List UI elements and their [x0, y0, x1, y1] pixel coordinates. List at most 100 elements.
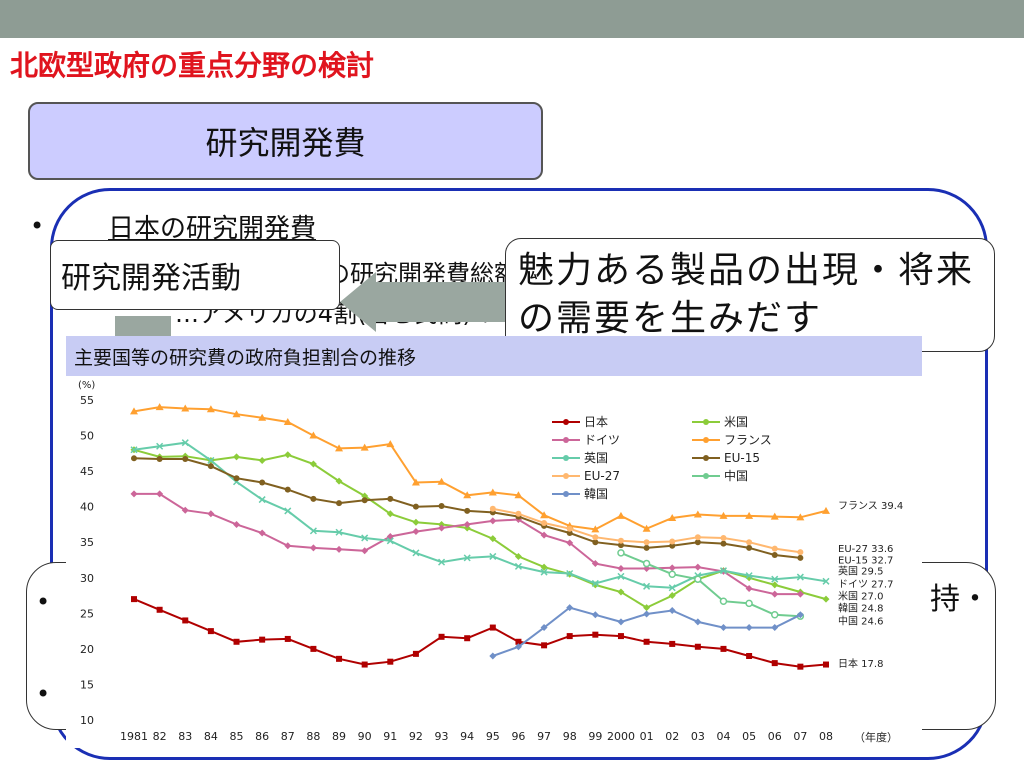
- data-point: [488, 488, 497, 496]
- x-tick-label: 08: [819, 730, 833, 743]
- data-point: [823, 661, 829, 668]
- data-point: [566, 539, 574, 547]
- bullet-heading: 日本の研究開発費: [108, 214, 317, 244]
- y-tick-label: 50: [80, 430, 94, 443]
- x-tick-label: 98: [563, 730, 577, 743]
- data-point: [412, 549, 420, 557]
- data-point: [720, 534, 727, 541]
- data-point: [796, 611, 804, 619]
- data-point: [284, 635, 291, 642]
- data-point: [207, 510, 215, 518]
- data-point: [335, 528, 343, 536]
- data-point: [387, 495, 394, 502]
- top-bar: [0, 0, 1024, 38]
- data-point: [489, 624, 496, 631]
- data-point: [438, 520, 446, 528]
- y-tick-label: 55: [80, 394, 94, 407]
- legend-entry: 英国: [552, 451, 608, 465]
- x-tick-label: 96: [511, 730, 525, 743]
- chart-panel: 主要国等の研究費の政府負担割合の推移 (%) （年度） 10 15 20 25 30 35…: [66, 336, 922, 748]
- data-point: [335, 444, 344, 452]
- data-point: [668, 570, 676, 578]
- data-point: [643, 565, 651, 573]
- x-tick-label: 94: [460, 730, 474, 743]
- research-activity-box: 研究開発活動: [50, 240, 340, 310]
- data-point: [181, 439, 189, 447]
- legend-entry: フランス: [692, 433, 772, 447]
- data-point: [284, 486, 291, 493]
- data-point: [592, 534, 599, 541]
- x-tick-label: 89: [332, 730, 346, 743]
- data-point: [130, 407, 138, 415]
- data-point: [181, 404, 190, 412]
- legend-label: 韓国: [584, 487, 608, 501]
- data-point: [719, 567, 728, 575]
- data-point: [463, 554, 471, 562]
- end-value-label: ドイツ 27.7: [838, 579, 893, 590]
- data-point: [309, 527, 317, 535]
- lower-bullet-2: •: [36, 680, 51, 708]
- data-point: [669, 640, 676, 647]
- data-point: [540, 511, 549, 519]
- data-point: [131, 596, 137, 603]
- x-tick-label: 99: [588, 730, 602, 743]
- data-point: [745, 511, 754, 519]
- data-point: [693, 510, 702, 518]
- data-point: [591, 560, 599, 568]
- data-point: [412, 650, 419, 657]
- data-point: [233, 520, 241, 528]
- data-point: [489, 552, 497, 560]
- data-point: [642, 559, 651, 568]
- legend-label: 中国: [724, 468, 748, 483]
- legend-label: ドイツ: [584, 433, 620, 447]
- data-point: [822, 577, 830, 585]
- data-point: [668, 584, 676, 592]
- series-韓国: [489, 604, 804, 660]
- data-point: [643, 582, 651, 590]
- series-line: [133, 406, 827, 531]
- data-point: [515, 638, 522, 645]
- data-point: [284, 507, 292, 515]
- data-point: [182, 456, 189, 463]
- data-point: [745, 599, 753, 608]
- x-tick-label: 85: [230, 730, 244, 743]
- y-tick-label: 30: [80, 572, 94, 585]
- data-point: [694, 643, 701, 650]
- data-point: [156, 456, 163, 463]
- data-point: [617, 633, 624, 640]
- data-point: [514, 552, 522, 560]
- x-axis-label: （年度）: [854, 730, 898, 744]
- data-point: [233, 475, 240, 482]
- data-point: [258, 456, 266, 464]
- data-point: [745, 624, 753, 632]
- data-point: [566, 569, 574, 578]
- data-point: [771, 590, 779, 598]
- data-point: [258, 496, 266, 504]
- data-point: [541, 642, 548, 649]
- x-tick-label: 91: [383, 730, 397, 743]
- data-point: [771, 581, 779, 589]
- data-point: [207, 463, 214, 470]
- data-point: [822, 595, 830, 603]
- data-point: [130, 446, 138, 454]
- data-point: [437, 477, 446, 485]
- data-point: [771, 552, 778, 559]
- data-point: [771, 660, 778, 667]
- x-tick-label: 95: [486, 730, 500, 743]
- data-point: [258, 529, 266, 537]
- data-point: [591, 525, 600, 533]
- data-point: [515, 510, 522, 517]
- data-point: [746, 653, 753, 659]
- data-point: [591, 579, 599, 587]
- data-point: [412, 528, 420, 536]
- end-value-label: 英国 29.5: [838, 565, 883, 578]
- data-point: [617, 537, 624, 544]
- slide-title: 北欧型政府の重点分野の検討: [10, 49, 375, 82]
- data-point: [489, 652, 497, 660]
- data-point: [361, 661, 368, 668]
- end-value-label: EU-27 33.6: [838, 544, 893, 555]
- end-value-label: フランス 39.4: [838, 500, 903, 512]
- rd-expense-box: 研究開発費: [28, 102, 543, 180]
- data-point: [514, 491, 523, 499]
- data-point: [566, 529, 573, 536]
